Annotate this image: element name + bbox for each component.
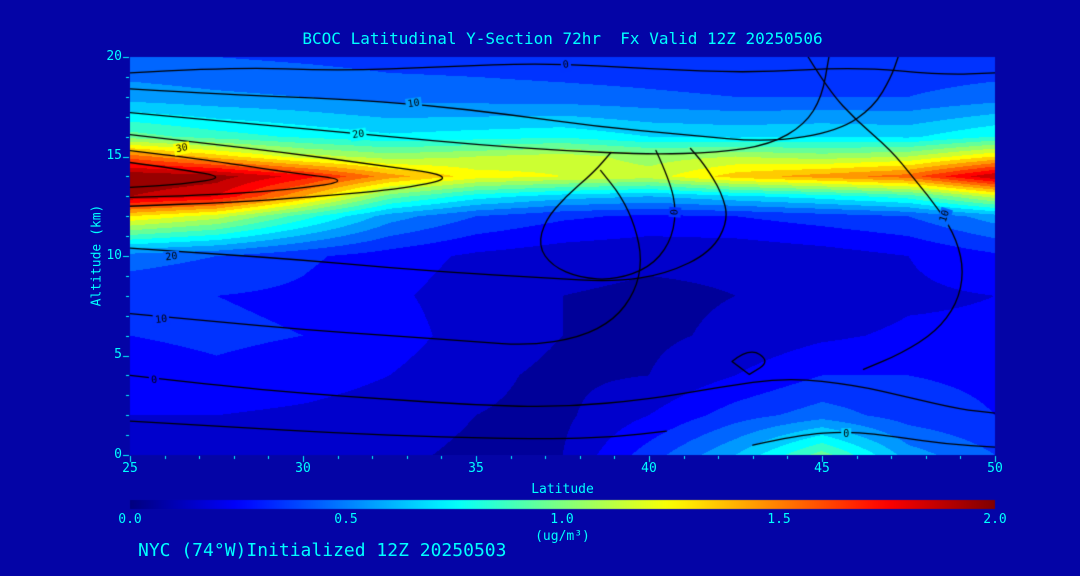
colorbar-tick-label: 1.0 xyxy=(550,512,574,527)
colorbar-unit-label: (ug/m³) xyxy=(535,529,590,544)
y-tick-label: 5 xyxy=(114,347,122,362)
x-tick-label: 35 xyxy=(468,461,484,476)
colorbar-tick-label: 2.0 xyxy=(983,512,1007,527)
init-caption: NYC (74°W)Initialized 12Z 20250503 xyxy=(138,540,507,561)
colorbar-tick-label: 1.5 xyxy=(767,512,791,527)
x-axis-label: Latitude xyxy=(531,482,594,497)
x-tick-label: 30 xyxy=(295,461,311,476)
y-tick-label: 15 xyxy=(106,148,122,163)
x-tick-label: 50 xyxy=(987,461,1003,476)
colorbar-tick-label: 0.0 xyxy=(118,512,142,527)
x-tick-label: 45 xyxy=(814,461,830,476)
y-tick-label: 0 xyxy=(114,447,122,462)
x-tick-label: 40 xyxy=(641,461,657,476)
y-tick-label: 10 xyxy=(106,248,122,263)
colorbar-tick-label: 0.5 xyxy=(334,512,358,527)
y-tick-label: 20 xyxy=(106,49,122,64)
x-tick-label: 25 xyxy=(122,461,138,476)
chart-title: BCOC Latitudinal Y-Section 72hr Fx Valid… xyxy=(302,29,823,48)
